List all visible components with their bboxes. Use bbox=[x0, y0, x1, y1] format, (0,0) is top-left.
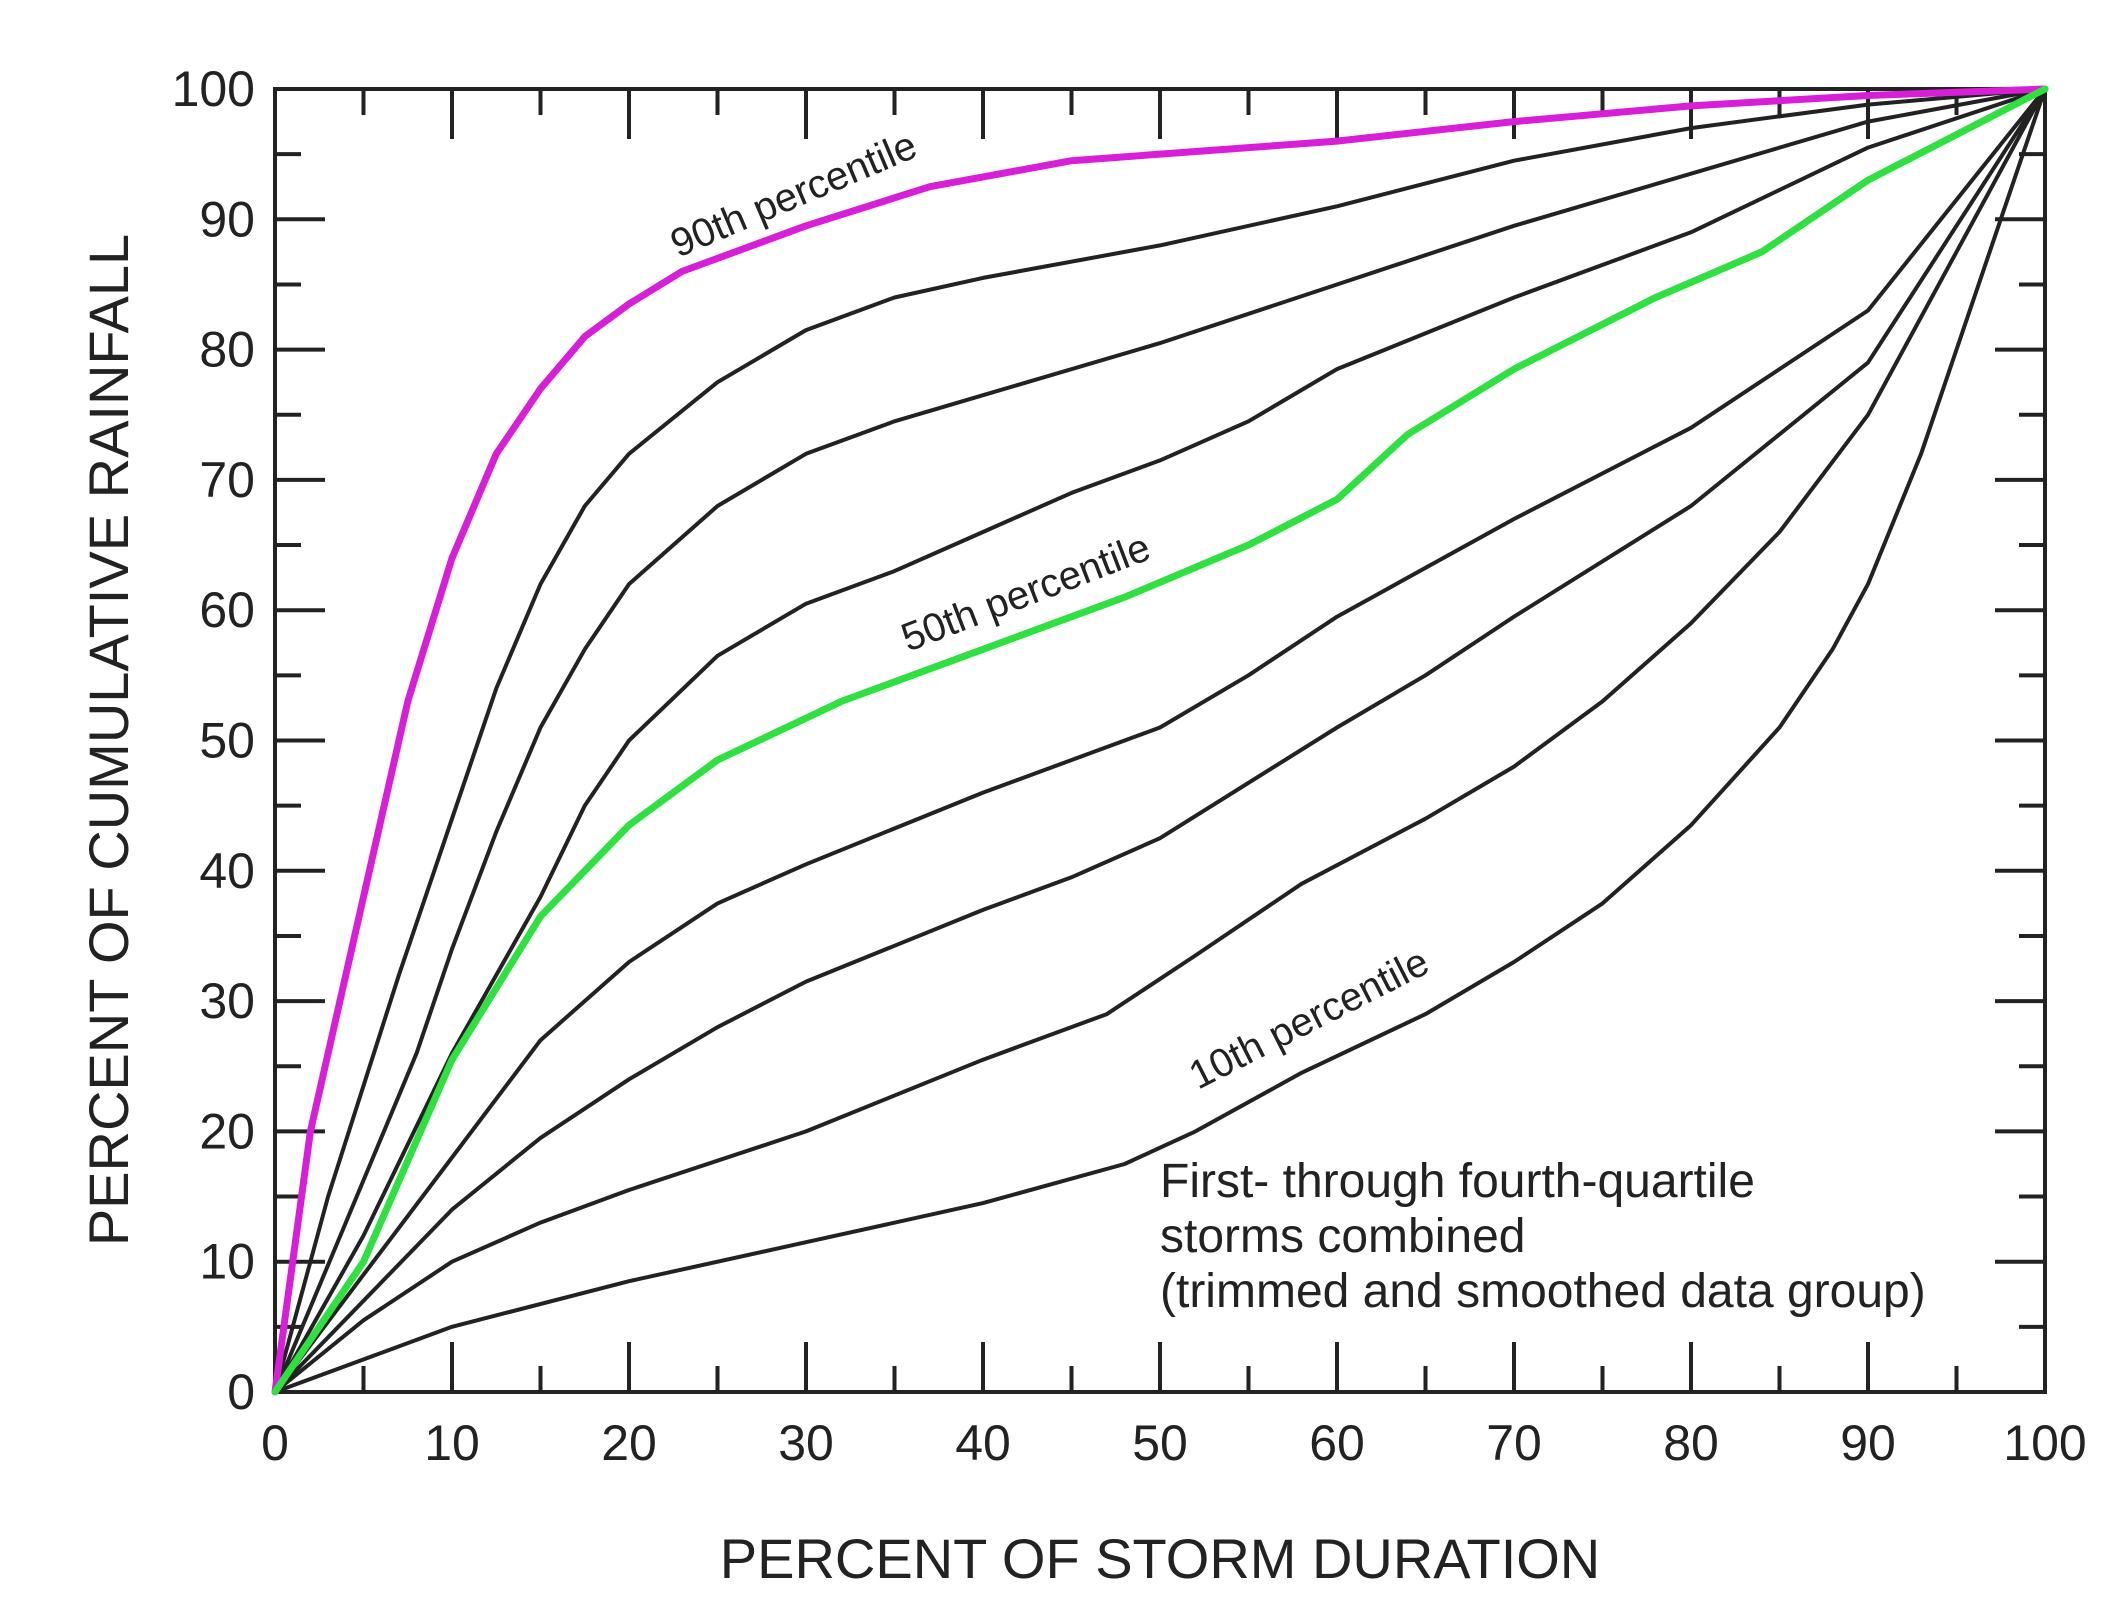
series-line-p80 bbox=[273, 87, 2047, 1394]
x-tick-label: 10 bbox=[424, 1415, 480, 1471]
x-tick-label: 20 bbox=[601, 1415, 657, 1471]
note-line-1: First- through fourth-quartile bbox=[1160, 1155, 1755, 1208]
series-line-p40 bbox=[273, 87, 2047, 1394]
y-tick-label: 20 bbox=[199, 1103, 255, 1159]
y-tick-label: 70 bbox=[199, 452, 255, 508]
y-tick-label: 100 bbox=[172, 61, 255, 117]
series-line-p50 bbox=[271, 85, 2049, 1396]
y-tick-label: 90 bbox=[199, 191, 255, 247]
y-tick-label: 30 bbox=[199, 973, 255, 1029]
x-tick-label: 90 bbox=[1840, 1415, 1896, 1471]
x-tick-label: 60 bbox=[1309, 1415, 1365, 1471]
x-tick-label: 100 bbox=[2003, 1415, 2086, 1471]
x-tick-label: 0 bbox=[261, 1415, 289, 1471]
x-tick-label: 50 bbox=[1132, 1415, 1188, 1471]
series-line-p90 bbox=[271, 85, 2049, 1396]
series-line-p20 bbox=[273, 87, 2047, 1394]
series-line-p10 bbox=[273, 87, 2047, 1394]
series-lines bbox=[271, 85, 2049, 1396]
series-line-p70 bbox=[273, 87, 2047, 1394]
x-tick-label: 80 bbox=[1663, 1415, 1719, 1471]
note-line-2: storms combined bbox=[1160, 1210, 1525, 1263]
x-axis-title: PERCENT OF STORM DURATION bbox=[720, 1527, 1601, 1590]
y-tick-label: 50 bbox=[199, 713, 255, 769]
y-tick-label: 10 bbox=[199, 1234, 255, 1290]
series-line-p60 bbox=[273, 87, 2047, 1394]
y-axis-title: PERCENT OF CUMULATIVE RAINFALL bbox=[77, 234, 140, 1246]
series-line-p30 bbox=[273, 87, 2047, 1394]
x-tick-label: 70 bbox=[1486, 1415, 1542, 1471]
chart-note: First- through fourth-quartile storms co… bbox=[1160, 1155, 1926, 1318]
y-tick-label: 60 bbox=[199, 582, 255, 638]
y-tick-label: 0 bbox=[227, 1364, 255, 1420]
x-tick-label: 30 bbox=[778, 1415, 834, 1471]
tick-labels: 0 10 20 30 40 50 60 70 80 90 100 0 10 20 30 40 50 60 70 80 9… bbox=[172, 61, 2087, 1471]
y-tick-label: 80 bbox=[199, 322, 255, 378]
y-tick-label: 40 bbox=[199, 843, 255, 899]
note-line-3: (trimmed and smoothed data group) bbox=[1160, 1265, 1926, 1318]
x-tick-label: 40 bbox=[955, 1415, 1011, 1471]
